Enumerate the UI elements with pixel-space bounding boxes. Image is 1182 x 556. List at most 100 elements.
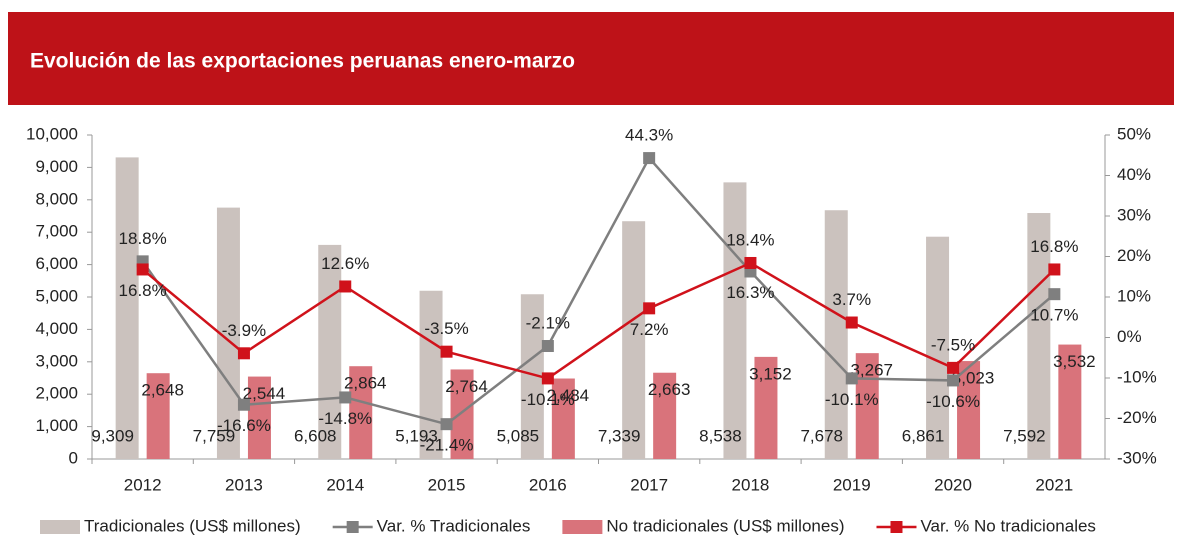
line-label: 44.3% bbox=[625, 126, 673, 145]
bar-label: 2,663 bbox=[648, 380, 691, 399]
line bbox=[141, 261, 1056, 380]
x-tick-label: 2018 bbox=[732, 475, 770, 494]
marker bbox=[744, 256, 757, 269]
bar bbox=[349, 366, 373, 459]
bar-label: 7,592 bbox=[1003, 426, 1046, 445]
marker bbox=[237, 347, 250, 360]
bar-label: 7,678 bbox=[800, 426, 843, 445]
y-tick-label: 3,000 bbox=[35, 351, 78, 370]
y-tick-label: 7,000 bbox=[35, 222, 78, 241]
bar bbox=[824, 210, 848, 459]
y2-tick-label: 0% bbox=[1117, 327, 1142, 346]
marker bbox=[947, 361, 960, 374]
bar bbox=[318, 244, 342, 459]
x-tick-label: 2012 bbox=[124, 475, 162, 494]
legend-swatch bbox=[346, 521, 359, 533]
legend-label: Var. % No tradicionales bbox=[920, 516, 1095, 535]
x-tick-label: 2013 bbox=[225, 475, 263, 494]
y-tick-label: 5,000 bbox=[35, 286, 78, 305]
marker bbox=[643, 302, 656, 315]
line-label: -21.4% bbox=[420, 436, 474, 455]
y2-tick-label: 10% bbox=[1117, 286, 1151, 305]
bar-label: 7,759 bbox=[193, 426, 236, 445]
legend-label: Var. % Tradicionales bbox=[377, 516, 531, 535]
line bbox=[141, 155, 1056, 426]
line-label: 12.6% bbox=[321, 254, 369, 273]
bar-label: 3,532 bbox=[1053, 352, 1096, 371]
line-label: 16.3% bbox=[726, 283, 774, 302]
marker bbox=[947, 374, 960, 387]
bar-label: 3,152 bbox=[749, 364, 792, 383]
marker bbox=[845, 372, 858, 385]
bar-label: 7,339 bbox=[598, 426, 641, 445]
y-tick-label: 2,000 bbox=[35, 384, 78, 403]
x-tick-label: 2019 bbox=[833, 475, 871, 494]
legend-label: Tradicionales (US$ millones) bbox=[84, 516, 301, 535]
y2-tick-label: 50% bbox=[1117, 124, 1151, 143]
line-label: -7.5% bbox=[931, 335, 975, 354]
bar-label: 9,309 bbox=[91, 426, 134, 445]
bar bbox=[146, 373, 170, 459]
bar bbox=[450, 369, 474, 459]
line-label: 16.8% bbox=[119, 281, 167, 300]
line-label: -16.6% bbox=[217, 416, 271, 435]
y2-tick-label: -30% bbox=[1117, 448, 1157, 467]
y2-tick-label: -20% bbox=[1117, 408, 1157, 427]
legend-swatch bbox=[40, 520, 80, 534]
bar bbox=[653, 372, 677, 459]
y-tick-label: 0 bbox=[69, 448, 78, 467]
bar-label: 6,608 bbox=[294, 426, 337, 445]
bar bbox=[419, 290, 443, 459]
marker bbox=[1048, 288, 1061, 301]
bar bbox=[723, 182, 747, 459]
line-label: -3.9% bbox=[222, 321, 266, 340]
chart-title: Evolución de las exportaciones peruanas … bbox=[30, 50, 575, 73]
y2-tick-label: 40% bbox=[1117, 165, 1151, 184]
line-label: -10.1% bbox=[825, 390, 879, 409]
y-tick-label: 6,000 bbox=[35, 254, 78, 273]
y-tick-label: 8,000 bbox=[35, 189, 78, 208]
line-label: -10.1% bbox=[521, 390, 575, 409]
marker bbox=[1048, 263, 1061, 276]
bar bbox=[115, 157, 139, 459]
x-tick-label: 2016 bbox=[529, 475, 567, 494]
line-label: 18.4% bbox=[726, 230, 774, 249]
marker bbox=[643, 152, 656, 165]
marker bbox=[339, 280, 352, 293]
bar bbox=[622, 221, 646, 459]
y-tick-label: 1,000 bbox=[35, 416, 78, 435]
line-label: -2.1% bbox=[526, 313, 570, 332]
bar bbox=[926, 236, 950, 459]
marker bbox=[541, 372, 554, 385]
y-tick-label: 9,000 bbox=[35, 157, 78, 176]
y-tick-label: 4,000 bbox=[35, 319, 78, 338]
bar-label: 2,864 bbox=[344, 374, 387, 393]
x-tick-label: 2015 bbox=[428, 475, 466, 494]
line-label: 7.2% bbox=[630, 320, 669, 339]
bar bbox=[551, 378, 575, 459]
y2-tick-label: 30% bbox=[1117, 205, 1151, 224]
x-tick-label: 2020 bbox=[934, 475, 972, 494]
bar-label: 2,648 bbox=[141, 381, 184, 400]
bar bbox=[216, 207, 240, 459]
marker bbox=[541, 340, 554, 353]
y2-tick-label: -10% bbox=[1117, 367, 1157, 386]
marker bbox=[339, 391, 352, 404]
marker bbox=[237, 398, 250, 411]
bar-label: 6,861 bbox=[902, 426, 945, 445]
bar-label: 2,764 bbox=[445, 377, 488, 396]
y2-tick-label: 20% bbox=[1117, 246, 1151, 265]
marker bbox=[136, 263, 149, 276]
x-tick-label: 2021 bbox=[1035, 475, 1073, 494]
line-label: -3.5% bbox=[424, 319, 468, 338]
x-tick-label: 2017 bbox=[630, 475, 668, 494]
marker bbox=[845, 316, 858, 329]
y-tick-label: 10,000 bbox=[26, 124, 78, 143]
bar-label: 3,267 bbox=[850, 361, 893, 380]
bar bbox=[957, 361, 981, 459]
bar-label: 8,538 bbox=[699, 426, 742, 445]
bar bbox=[1027, 213, 1051, 459]
header bbox=[8, 12, 1174, 105]
bar-label: 2,484 bbox=[547, 386, 590, 405]
line-label: 3.7% bbox=[832, 290, 871, 309]
